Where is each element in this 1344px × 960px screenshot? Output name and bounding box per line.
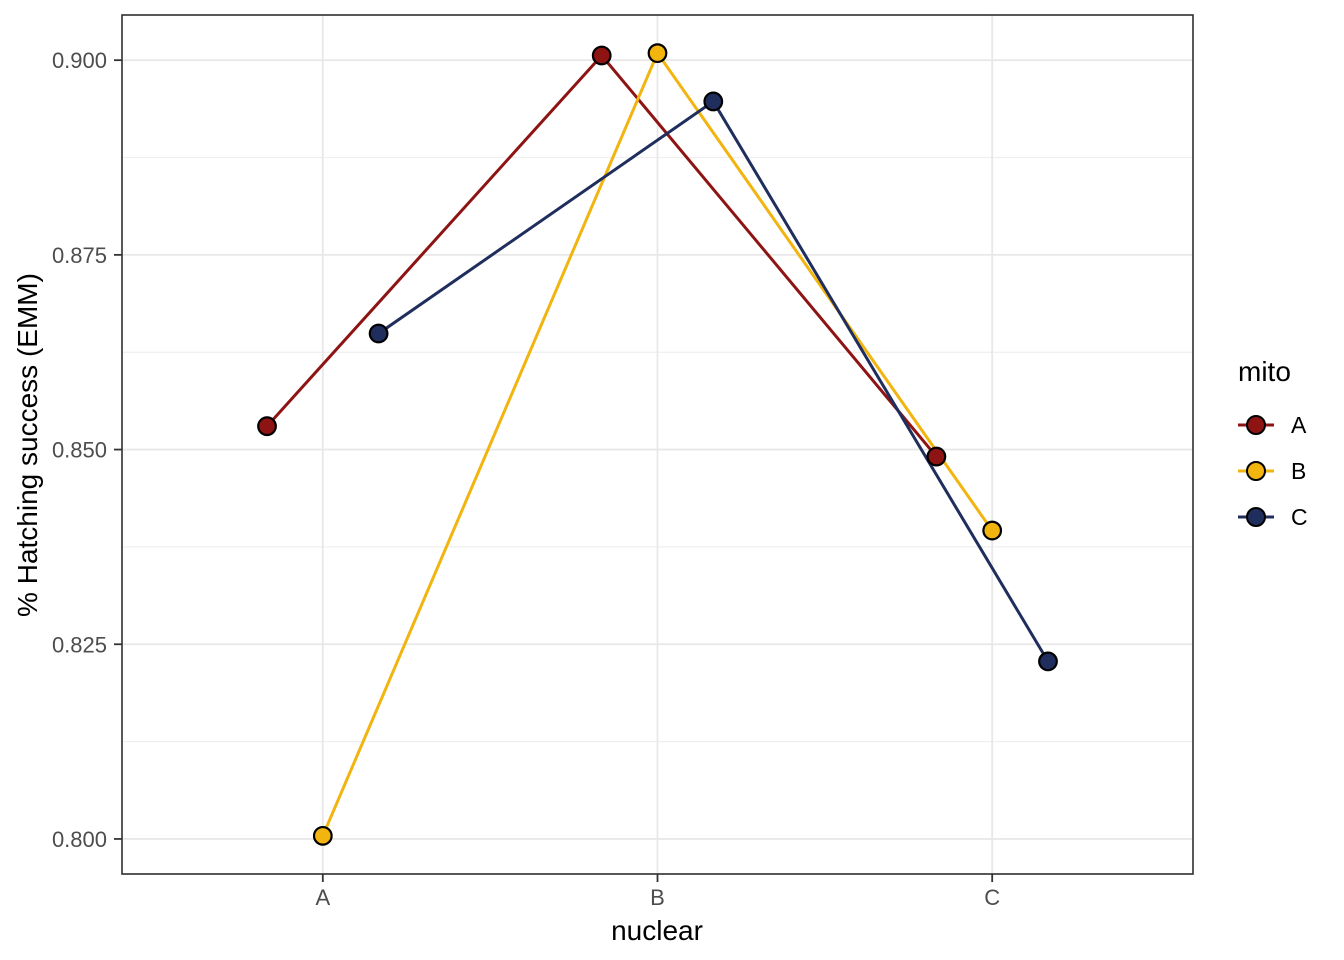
legend-key-icon (1238, 506, 1274, 528)
x-tick-label: A (315, 885, 330, 910)
legend-entry-B: B (1238, 448, 1344, 494)
legend-key-icon (1238, 460, 1274, 482)
legend-entry-label: A (1291, 411, 1307, 438)
y-tick-label: 0.875 (52, 243, 107, 268)
data-point-C-C (1038, 651, 1058, 672)
data-point-A-A (257, 416, 277, 437)
data-point-A-B (591, 45, 612, 66)
x-tick-label: B (650, 885, 665, 910)
legend-key-dot (1246, 507, 1266, 527)
data-point-C-B (703, 91, 724, 112)
y-tick-label: 0.800 (52, 827, 107, 852)
legend-entry-label: B (1291, 457, 1307, 484)
x-tick-label: C (984, 885, 1000, 910)
data-point-B-B (647, 43, 668, 64)
y-tick-label: 0.825 (52, 632, 107, 657)
data-point-C-A (368, 323, 389, 344)
data-point-A-C (926, 446, 947, 467)
data-point-B-A (312, 825, 333, 846)
legend-key-dot (1246, 461, 1266, 481)
y-axis-title: % Hatching success (EMM) (12, 273, 43, 617)
y-tick-label: 0.850 (52, 438, 107, 463)
legend-title: mito (1238, 356, 1291, 387)
legend-key-dot (1246, 415, 1266, 435)
legend-entry-label: C (1291, 503, 1308, 530)
x-axis-title: nuclear (611, 915, 703, 946)
legend-entry-A: A (1238, 402, 1344, 448)
legend-entry-C: C (1238, 494, 1344, 540)
legend-key-icon (1238, 414, 1274, 436)
y-tick-label: 0.900 (52, 48, 107, 73)
data-point-B-C (982, 520, 1003, 541)
